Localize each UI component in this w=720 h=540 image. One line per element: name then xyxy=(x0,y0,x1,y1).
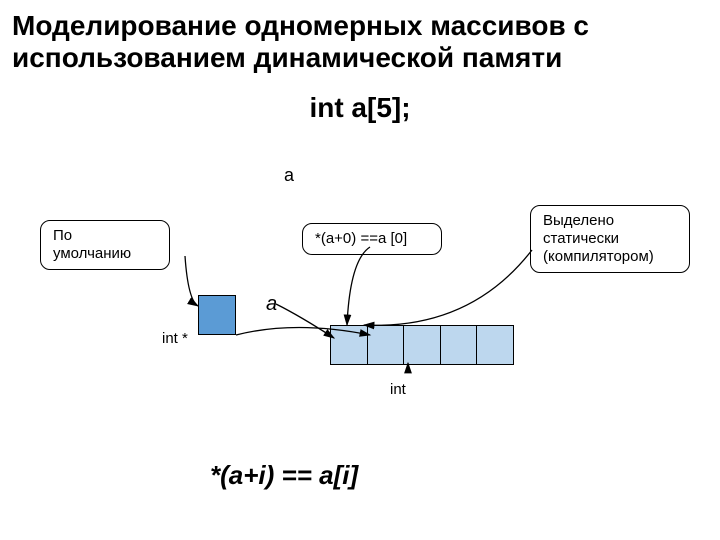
label-a-top: a xyxy=(284,165,294,186)
array-cell xyxy=(403,325,441,365)
array-cell xyxy=(476,325,514,365)
label-int-type: int xyxy=(390,381,406,398)
callout-default: Поумолчанию xyxy=(40,220,170,270)
callout-expression: *(a+0) ==a [0] xyxy=(302,223,442,255)
array-cells xyxy=(330,325,514,365)
array-declaration: int a[5]; xyxy=(0,92,720,124)
array-cell xyxy=(367,325,405,365)
label-int-star: int * xyxy=(162,330,188,347)
array-cell xyxy=(440,325,478,365)
label-a-italic: a xyxy=(266,293,277,316)
formula: *(a+i) == a[i] xyxy=(210,460,358,491)
array-cell xyxy=(330,325,368,365)
diagram-stage: a Поумолчанию *(a+0) ==a [0] Выделеноста… xyxy=(0,165,720,445)
page-title: Моделирование одномерных массивов с испо… xyxy=(0,0,720,74)
callout-allocation: Выделеностатически(компилятором) xyxy=(530,205,690,273)
pointer-box xyxy=(198,295,236,335)
